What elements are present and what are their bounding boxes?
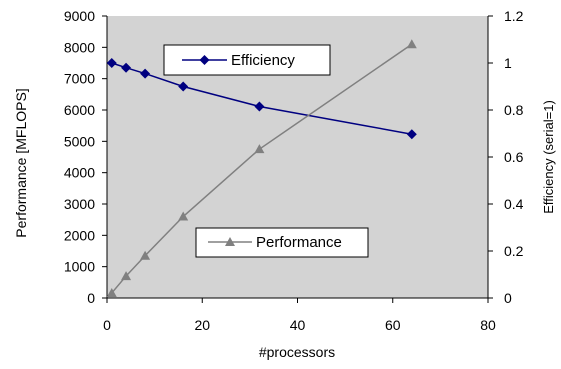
y-left-tick-label: 5000 <box>64 133 95 149</box>
efficiency-point <box>140 68 151 79</box>
y-right-tick-label: 0.6 <box>504 149 524 165</box>
y-left-tick-label: 9000 <box>64 8 95 24</box>
performance-point <box>140 250 151 260</box>
efficiency-point <box>406 129 417 140</box>
y-right-tick-label: 0.8 <box>504 102 524 118</box>
y-axis-right-title: Efficiency (serial=1) <box>541 100 556 214</box>
y-left-tick-label: 8000 <box>64 39 95 55</box>
performance-point <box>106 287 117 297</box>
legend-performance: Performance <box>195 227 369 258</box>
y-left-tick-label: 2000 <box>64 227 95 243</box>
x-tick-label: 40 <box>290 317 306 333</box>
legend-efficiency-marker <box>199 55 210 65</box>
legend-performance-label: Performance <box>256 234 342 251</box>
x-tick-label: 60 <box>385 317 401 333</box>
y-left-tick-label: 6000 <box>64 102 95 118</box>
y-left-tick-label: 7000 <box>64 71 95 87</box>
x-tick-label: 20 <box>194 317 210 333</box>
efficiency-point <box>106 58 117 68</box>
y-right-tick-label: 1 <box>504 55 512 71</box>
legend-performance-marker <box>225 237 235 246</box>
x-tick-label: 80 <box>480 317 496 333</box>
legend-efficiency-label: Efficiency <box>231 52 295 69</box>
y-right-tick-label: 0.2 <box>504 243 524 259</box>
performance-point <box>406 39 417 49</box>
x-axis-title: #processors <box>259 344 335 360</box>
y-left-tick-label: 1000 <box>64 259 95 275</box>
y-right-tick-label: 0.4 <box>504 196 524 212</box>
efficiency-point <box>178 81 189 92</box>
y-left-tick-label: 4000 <box>64 165 95 181</box>
efficiency-point <box>121 62 132 73</box>
y-axis-left-title: Performance [MFLOPS] <box>13 88 29 237</box>
y-left-tick-label: 0 <box>87 290 95 306</box>
performance-point <box>178 211 189 221</box>
efficiency-point <box>254 101 265 112</box>
y-right-tick-label: 0 <box>504 290 512 306</box>
legend-efficiency: Efficiency <box>163 44 331 76</box>
performance-point <box>121 271 132 281</box>
x-tick-label: 0 <box>103 317 111 333</box>
performance-point <box>254 144 265 154</box>
y-right-tick-label: 1.2 <box>504 8 524 24</box>
y-left-tick-label: 3000 <box>64 196 95 212</box>
